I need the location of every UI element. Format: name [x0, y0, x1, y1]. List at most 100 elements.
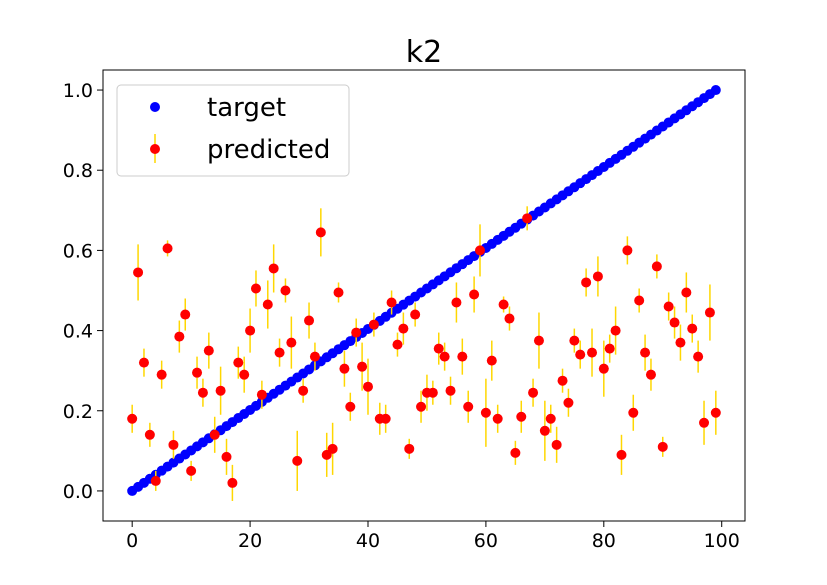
predicted-point — [339, 363, 350, 374]
predicted-point — [651, 261, 662, 272]
predicted-point — [209, 429, 220, 440]
predicted-point — [150, 475, 161, 486]
predicted-point — [604, 343, 615, 354]
predicted-point — [528, 387, 539, 398]
predicted-point — [162, 243, 173, 254]
x-tick-label: 80 — [592, 530, 616, 552]
predicted-point — [233, 357, 244, 368]
predicted-point — [286, 337, 297, 348]
predicted-point — [516, 411, 527, 422]
predicted-point — [357, 361, 368, 372]
predicted-point — [304, 315, 315, 326]
predicted-point — [557, 375, 568, 386]
predicted-point — [634, 295, 645, 306]
predicted-point — [439, 351, 450, 362]
predicted-point — [410, 309, 421, 320]
y-tick-label: 1.0 — [63, 80, 93, 102]
predicted-point — [545, 413, 556, 424]
predicted-point — [687, 323, 698, 334]
predicted-point — [274, 347, 285, 358]
predicted-point — [327, 443, 338, 454]
predicted-point — [144, 429, 155, 440]
predicted-point — [581, 277, 592, 288]
predicted-point — [622, 245, 633, 256]
legend-target-label: target — [207, 93, 286, 123]
predicted-point — [710, 407, 721, 418]
predicted-point — [498, 299, 509, 310]
predicted-point — [551, 439, 562, 450]
legend-predicted-label: predicted — [207, 135, 330, 165]
y-tick-label: 0.0 — [63, 481, 93, 503]
predicted-point — [174, 331, 185, 342]
predicted-point — [657, 441, 668, 452]
predicted-point — [681, 287, 692, 298]
predicted-point — [315, 227, 326, 238]
predicted-point — [663, 301, 674, 312]
predicted-point — [386, 297, 397, 308]
predicted-point — [592, 271, 603, 282]
target-point — [710, 85, 721, 96]
predicted-point — [628, 407, 639, 418]
predicted-point — [675, 337, 686, 348]
predicted-point — [510, 447, 521, 458]
legend-predicted-marker — [150, 144, 160, 154]
predicted-point — [333, 287, 344, 298]
predicted-point — [522, 213, 533, 224]
predicted-point — [486, 355, 497, 366]
predicted-point — [138, 357, 149, 368]
predicted-point — [616, 449, 627, 460]
predicted-point — [298, 385, 309, 396]
predicted-point — [563, 397, 574, 408]
predicted-point — [398, 323, 409, 334]
predicted-point — [197, 387, 208, 398]
y-tick-label: 0.6 — [63, 240, 93, 262]
legend-target-marker — [150, 102, 160, 112]
predicted-point — [598, 363, 609, 374]
predicted-point — [256, 389, 267, 400]
predicted-point — [280, 285, 291, 296]
predicted-point — [539, 425, 550, 436]
predicted-point — [469, 289, 480, 300]
x-tick-label: 0 — [126, 530, 138, 552]
predicted-point — [127, 413, 138, 424]
predicted-point — [445, 385, 456, 396]
predicted-point — [640, 347, 651, 358]
predicted-point — [587, 347, 598, 358]
predicted-series — [127, 206, 721, 501]
legend: target predicted — [116, 84, 350, 177]
predicted-point — [699, 417, 710, 428]
axis-ticks: 0 20 40 60 80 100 0.0 0.2 0.4 0.6 0.8 1.0 — [63, 80, 740, 552]
predicted-point — [693, 351, 704, 362]
predicted-point — [250, 283, 261, 294]
predicted-point — [180, 309, 191, 320]
predicted-point — [368, 319, 379, 330]
predicted-point — [351, 327, 362, 338]
predicted-point — [575, 349, 586, 360]
x-tick-label: 40 — [356, 530, 380, 552]
predicted-point — [245, 325, 256, 336]
y-tick-label: 0.4 — [63, 321, 93, 343]
predicted-point — [133, 267, 144, 278]
x-tick-label: 20 — [238, 530, 262, 552]
x-tick-label: 100 — [704, 530, 740, 552]
legend-box — [116, 84, 350, 177]
predicted-point — [457, 351, 468, 362]
predicted-point — [480, 407, 491, 418]
y-tick-label: 0.2 — [63, 401, 93, 423]
predicted-point — [380, 413, 391, 424]
predicted-point — [156, 369, 167, 380]
predicted-point — [239, 369, 250, 380]
predicted-point — [203, 345, 214, 356]
predicted-point — [345, 401, 356, 412]
predicted-point — [192, 367, 203, 378]
predicted-point — [262, 299, 273, 310]
predicted-point — [404, 443, 415, 454]
predicted-point — [610, 325, 621, 336]
predicted-point — [492, 413, 503, 424]
y-tick-label: 0.8 — [63, 160, 93, 182]
predicted-point — [215, 385, 226, 396]
predicted-point — [433, 343, 444, 354]
predicted-point — [392, 339, 403, 350]
predicted-point — [645, 369, 656, 380]
